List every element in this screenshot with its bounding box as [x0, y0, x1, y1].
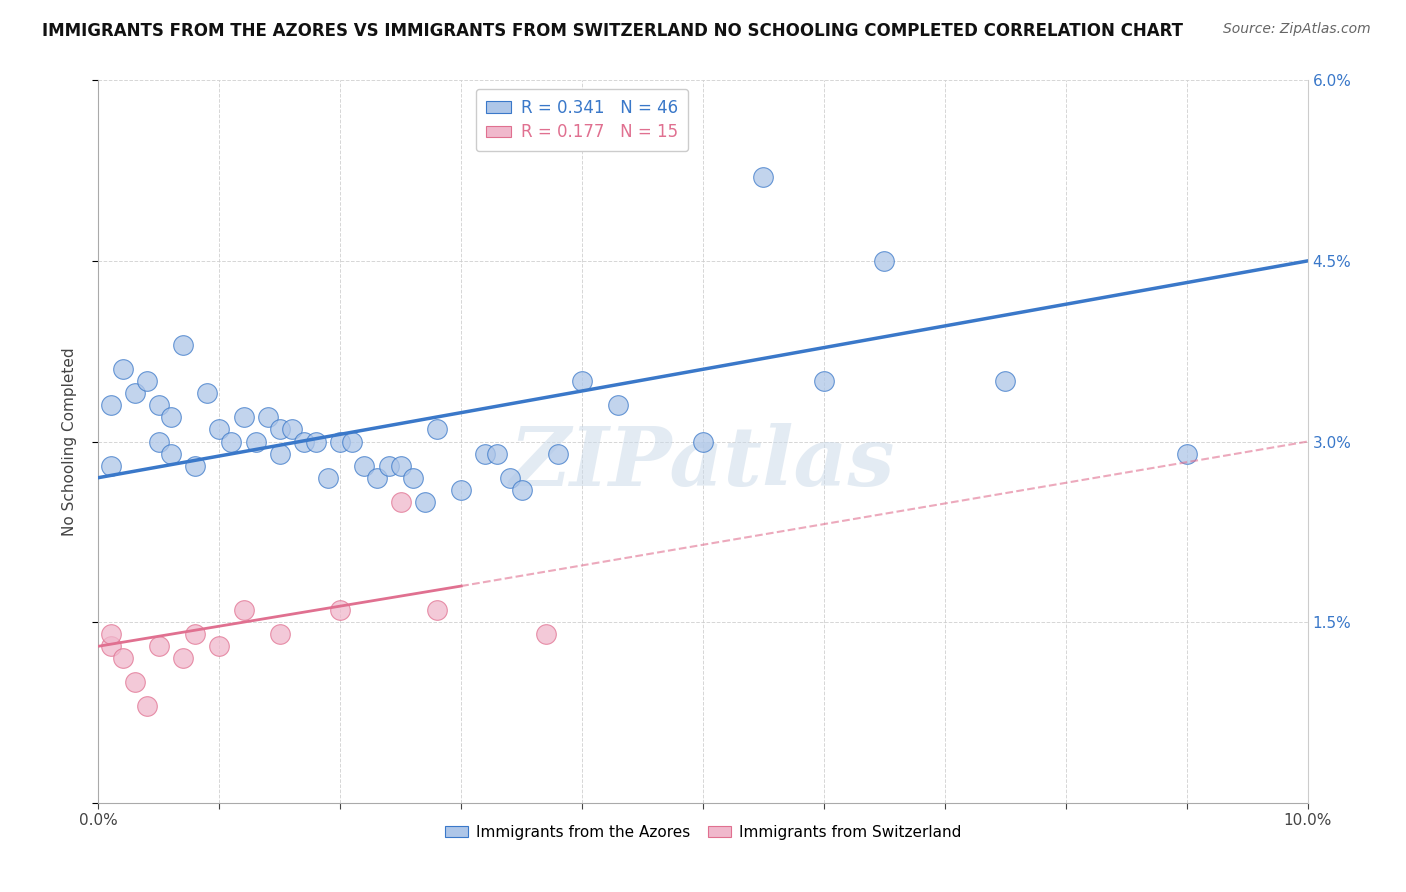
Point [474, 446, 496, 460]
Point [426, 603, 449, 617]
Point [813, 374, 835, 388]
Point [195, 386, 218, 401]
Point [148, 434, 170, 449]
Point [100, 458, 122, 473]
Point [100, 627, 122, 641]
Point [208, 639, 231, 653]
Point [208, 422, 231, 436]
Point [184, 458, 207, 473]
Point [269, 446, 291, 460]
Point [124, 386, 146, 401]
Point [135, 374, 157, 388]
Point [366, 470, 388, 484]
Point [498, 470, 520, 484]
Point [232, 410, 254, 425]
Point [232, 603, 254, 617]
Point [160, 410, 183, 425]
Text: ZIPatlas: ZIPatlas [510, 423, 896, 503]
Point [389, 458, 412, 473]
Text: Source: ZipAtlas.com: Source: ZipAtlas.com [1223, 22, 1371, 37]
Point [450, 483, 472, 497]
Point [111, 651, 134, 665]
Point [160, 446, 183, 460]
Point [148, 398, 170, 412]
Point [221, 434, 243, 449]
Point [316, 470, 339, 484]
Point [1175, 446, 1198, 460]
Point [547, 446, 569, 460]
Point [329, 434, 352, 449]
Point [111, 362, 134, 376]
Point [100, 639, 122, 653]
Point [873, 253, 896, 268]
Point [389, 494, 412, 508]
Point [342, 434, 364, 449]
Point [571, 374, 593, 388]
Y-axis label: No Schooling Completed: No Schooling Completed [62, 347, 77, 536]
Point [329, 603, 352, 617]
Point [100, 398, 122, 412]
Point [124, 675, 146, 690]
Point [184, 627, 207, 641]
Point [135, 699, 157, 714]
Point [281, 422, 304, 436]
Point [510, 483, 533, 497]
Point [486, 446, 509, 460]
Point [353, 458, 375, 473]
Legend: Immigrants from the Azores, Immigrants from Switzerland: Immigrants from the Azores, Immigrants f… [439, 819, 967, 846]
Point [402, 470, 425, 484]
Point [292, 434, 315, 449]
Point [172, 338, 194, 352]
Point [994, 374, 1017, 388]
Point [256, 410, 278, 425]
Point [607, 398, 630, 412]
Point [172, 651, 194, 665]
Point [305, 434, 328, 449]
Point [245, 434, 267, 449]
Point [148, 639, 170, 653]
Text: IMMIGRANTS FROM THE AZORES VS IMMIGRANTS FROM SWITZERLAND NO SCHOOLING COMPLETED: IMMIGRANTS FROM THE AZORES VS IMMIGRANTS… [42, 22, 1184, 40]
Point [752, 169, 775, 184]
Point [692, 434, 714, 449]
Point [377, 458, 399, 473]
Point [426, 422, 449, 436]
Point [413, 494, 436, 508]
Point [269, 627, 291, 641]
Point [534, 627, 557, 641]
Point [269, 422, 291, 436]
